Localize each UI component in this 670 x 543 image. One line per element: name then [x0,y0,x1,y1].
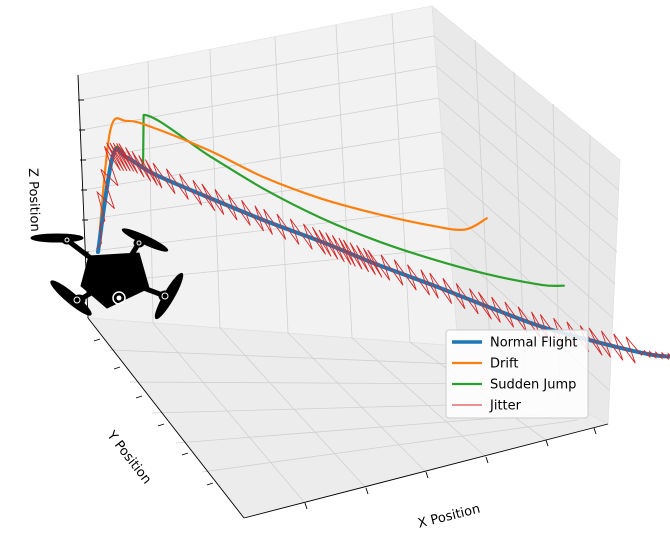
grid-line [209,48,221,329]
grid-line [129,381,500,385]
y-tick [157,423,165,427]
grid-line [81,97,439,161]
x-axis-label: X Position [416,502,481,532]
x-tick [593,427,597,435]
grid-line [147,60,154,324]
grid-line [79,35,435,101]
grid-line [433,35,620,191]
grid-line [109,349,479,366]
grid-line [82,131,442,191]
y-tick [113,366,121,370]
legend-box [445,329,589,419]
z-axis-label: Z Position [25,168,42,232]
grid-line [175,413,549,444]
grid-line [287,332,427,473]
series-line-jitter [95,142,670,364]
legend: Normal Flight Drift Sudden Jump Jitter [445,329,589,419]
series-line-drift [96,117,488,254]
grid-line [440,131,616,285]
grid-line [474,39,492,365]
grid-line [85,247,453,285]
y-axis-label: Y Position [103,428,154,487]
grid-line [435,65,619,221]
x-tick [485,456,489,464]
y-tick [93,338,101,342]
grid-line [351,337,487,458]
grid-line [201,419,579,473]
x-tick [365,487,369,495]
quadcopter-drone-icon [30,228,184,320]
y-tick [135,395,143,399]
legend-items: Normal Flight Drift Sudden Jump Jitter [452,336,577,414]
y-tick [206,482,214,486]
legend-label-normal-flight: Normal Flight [490,336,577,351]
grid-line [335,24,353,339]
grid-line [83,167,445,221]
grid-line [80,65,437,131]
x-tick [545,439,549,447]
grid-line [219,327,367,489]
grid-line [391,13,411,343]
y-tick [181,452,189,456]
legend-label-drift: Drift [490,357,518,372]
x-tick [304,502,308,510]
legend-label-jitter: Jitter [489,399,522,414]
grid-line [437,97,618,253]
grid-line [443,167,614,319]
y-axis-line [87,317,245,519]
legend-label-sudden-jump: Sudden Jump [490,378,576,393]
x-axis-line [243,423,609,519]
x-tick [425,471,429,479]
